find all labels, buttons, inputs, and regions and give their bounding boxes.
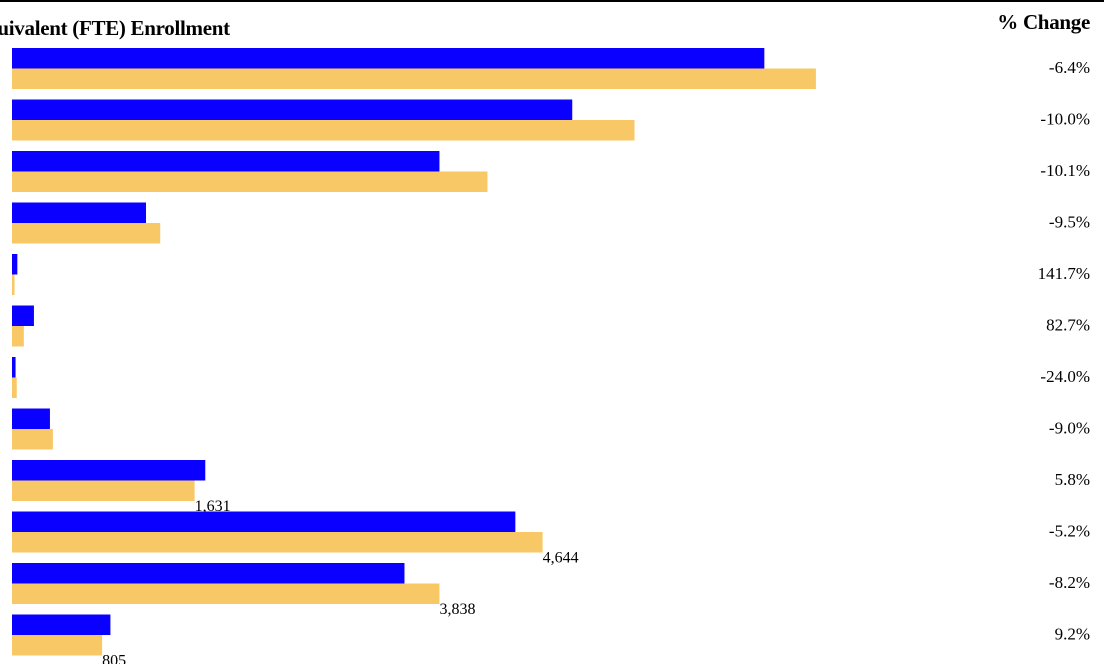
bar-series-b-5	[12, 274, 15, 295]
bar-series-b-6	[12, 326, 24, 347]
bar-series-b-12	[12, 635, 103, 656]
bar-series-b-3	[12, 171, 488, 192]
percent-change-1: -6.4%	[1049, 58, 1090, 77]
top-rule	[0, 0, 1104, 2]
percent-change-3: -10.1%	[1040, 161, 1090, 180]
percent-change-7: -24.0%	[1040, 367, 1090, 386]
bar-series-b-7	[12, 377, 17, 398]
bar-series-a-3	[12, 151, 440, 172]
bar-series-a-7	[12, 357, 16, 378]
percent-change-4: -9.5%	[1049, 213, 1090, 232]
bar-series-a-8	[12, 408, 50, 429]
bar-series-b-11	[12, 583, 440, 604]
bar-series-a-9	[12, 460, 206, 481]
bar-series-a-12	[12, 614, 111, 635]
bar-series-b-1	[12, 68, 816, 89]
bar-series-a-11	[12, 563, 405, 584]
percent-change-6: 82.7%	[1046, 316, 1090, 335]
data-label-series-b-9: 1,631	[195, 498, 231, 515]
data-label-series-b-12: 805	[102, 653, 126, 664]
bar-series-b-8	[12, 429, 53, 450]
bar-series-b-10	[12, 532, 543, 553]
percent-change-12: 9.2%	[1055, 625, 1090, 644]
percent-change-5: 141.7%	[1038, 264, 1090, 283]
bar-series-a-4	[12, 202, 146, 223]
percent-change-8: -9.0%	[1049, 419, 1090, 438]
bar-series-b-4	[12, 223, 161, 244]
data-label-series-b-10: 4,644	[543, 550, 579, 567]
bar-series-b-9	[12, 480, 195, 501]
bar-series-a-2	[12, 99, 573, 120]
percent-change-11: -8.2%	[1049, 573, 1090, 592]
bar-series-b-2	[12, 120, 635, 141]
bar-series-a-6	[12, 305, 34, 326]
bar-series-a-1	[12, 48, 765, 69]
percent-change-10: -5.2%	[1049, 522, 1090, 541]
percent-change-2: -10.0%	[1040, 110, 1090, 129]
percent-change-9: 5.8%	[1055, 470, 1090, 489]
bar-series-a-10	[12, 511, 516, 532]
percent-change-header: % Change	[997, 10, 1090, 34]
chart-title: quivalent (FTE) Enrollment	[0, 16, 230, 40]
bar-series-a-5	[12, 254, 18, 275]
data-label-series-b-11: 3,838	[439, 601, 475, 618]
